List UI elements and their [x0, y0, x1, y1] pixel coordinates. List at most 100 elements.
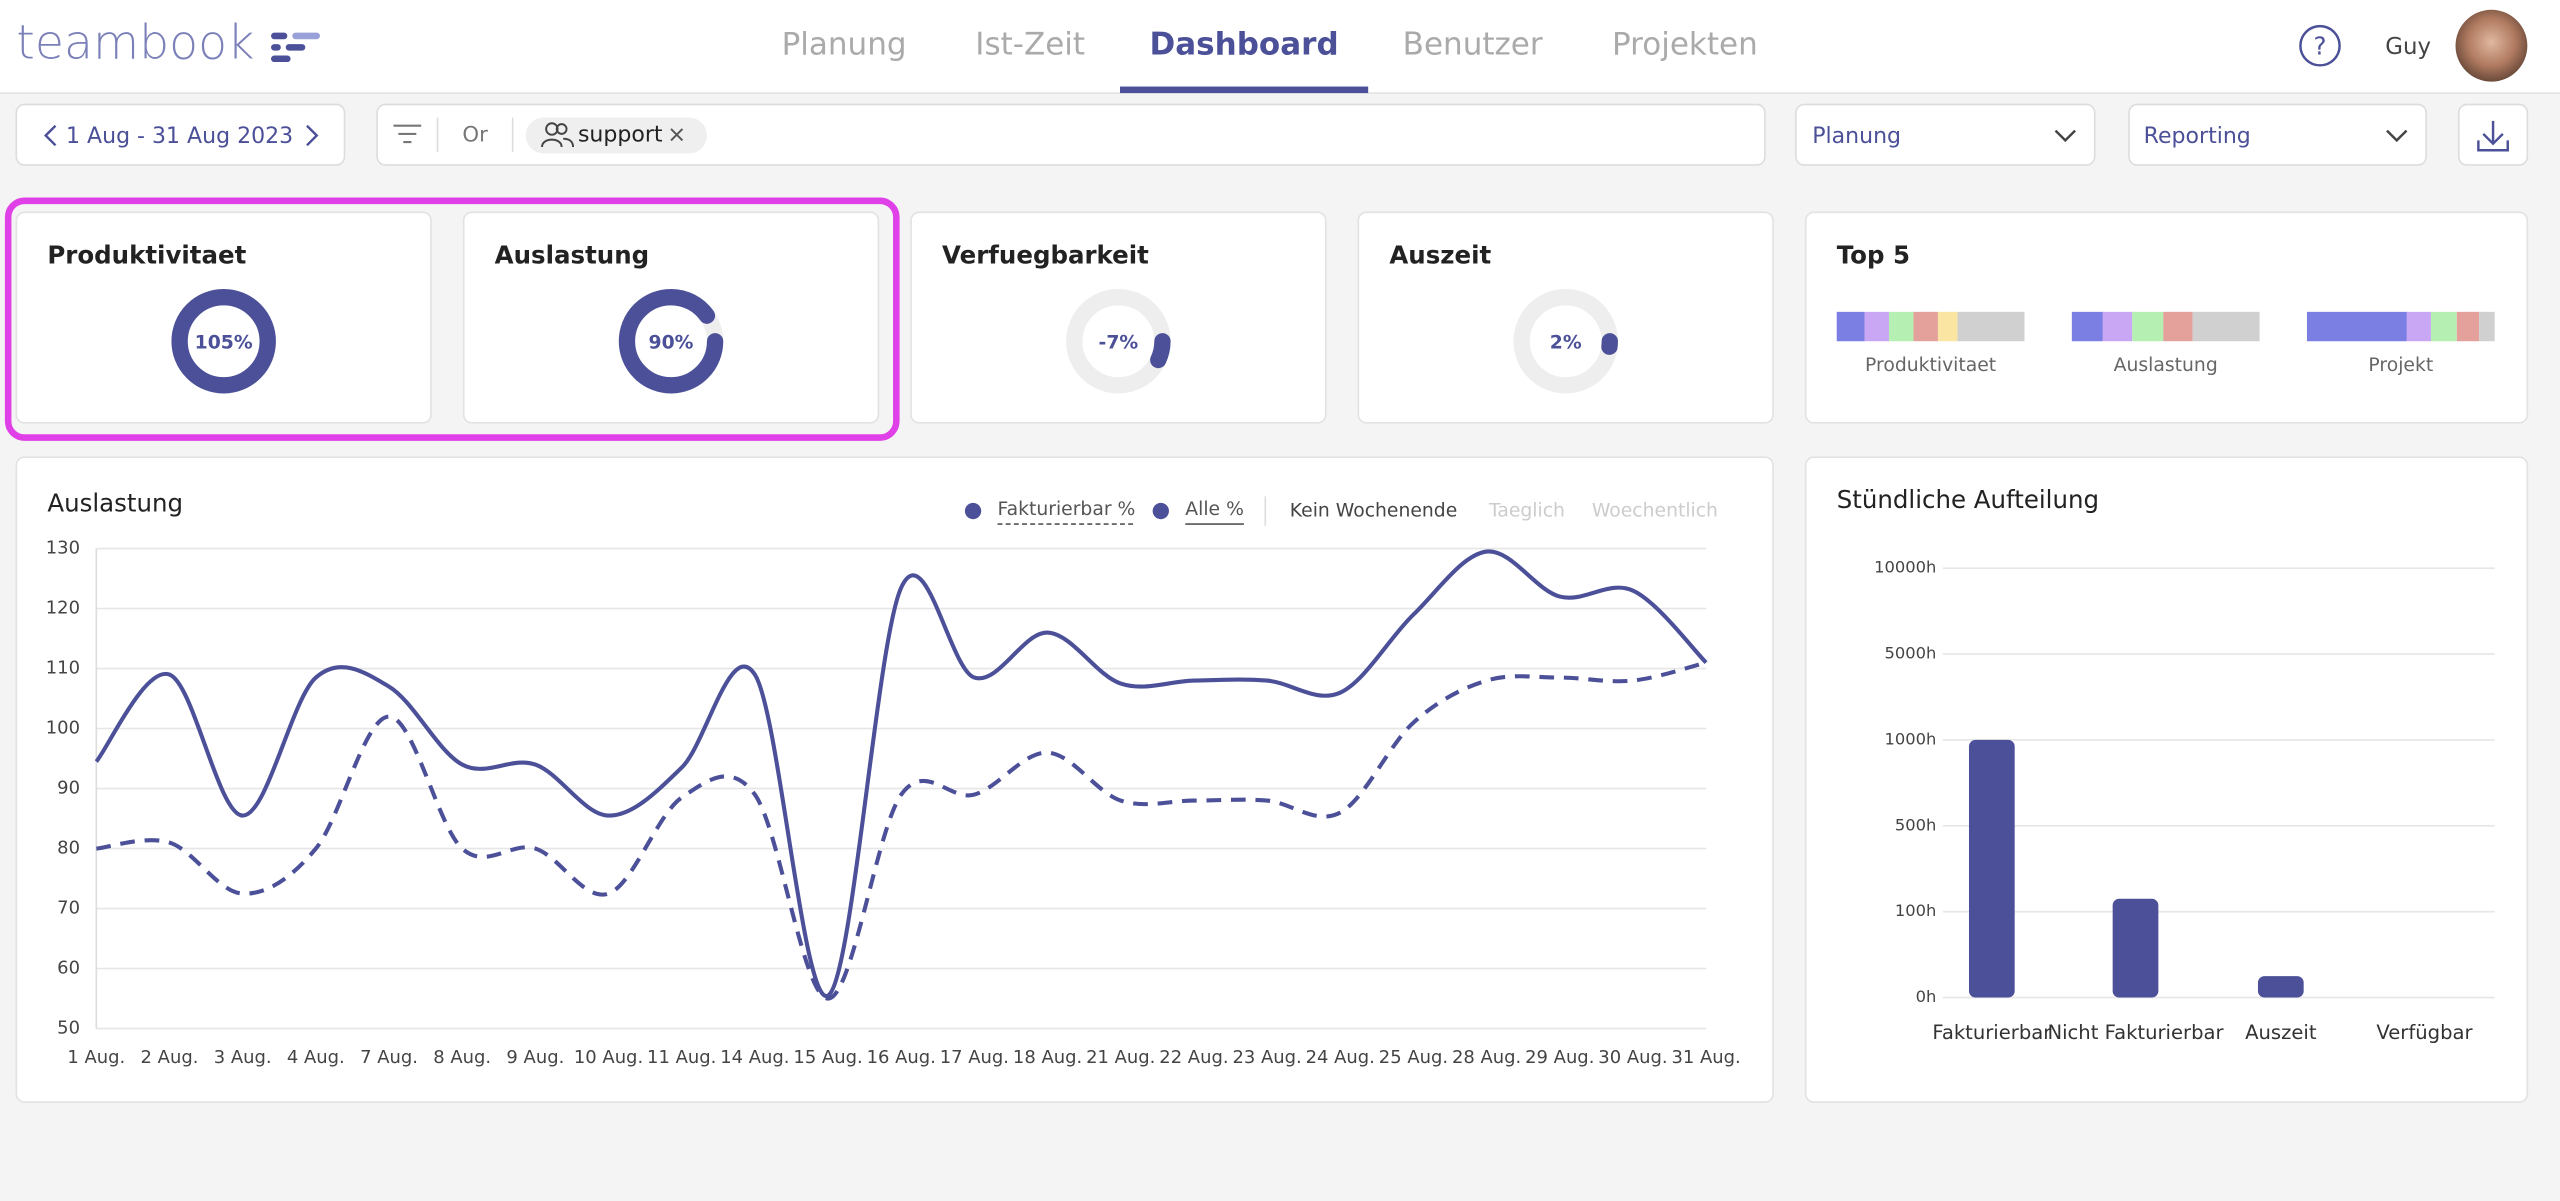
- top5-segment: [2192, 311, 2260, 342]
- top5-bars: Produktivitaet Auslastung Projekt: [1836, 311, 2495, 376]
- header-bar: [0, 0, 2560, 94]
- logo[interactable]: teambook: [16, 16, 254, 71]
- top5-segment: [1836, 311, 1865, 342]
- report-select-label: Reporting: [2144, 124, 2251, 149]
- download-button[interactable]: [2457, 103, 2529, 166]
- y-tick-label: 110: [46, 658, 80, 679]
- x-tick-label: Auszeit: [2245, 1021, 2317, 1044]
- top5-segment: [2071, 311, 2103, 342]
- x-tick-label: 1 Aug.: [67, 1047, 125, 1068]
- x-tick-label: Nicht Fakturierbar: [2047, 1021, 2224, 1044]
- x-tick-label: 25 Aug.: [1379, 1047, 1448, 1068]
- y-tick-label: 70: [57, 898, 80, 919]
- filter-icon: [393, 124, 422, 144]
- y-tick-label: 60: [57, 958, 80, 979]
- view-option[interactable]: Woechentlich: [1592, 501, 1718, 522]
- y-tick-label: 500h: [1895, 815, 1936, 834]
- nav-active-indicator: [1120, 86, 1369, 94]
- logo-icon: [271, 32, 320, 63]
- top5-segment: [1864, 311, 1889, 342]
- top5-segment: [1913, 311, 1938, 342]
- donut-arc: [1513, 288, 1618, 394]
- avatar[interactable]: [2455, 9, 2528, 82]
- highlight-box: [4, 197, 900, 441]
- top5-segment: [2163, 311, 2193, 342]
- top5-segment: [1888, 311, 1914, 342]
- nav-item[interactable]: Ist-Zeit: [975, 27, 1085, 63]
- x-tick-label: 10 Aug.: [574, 1047, 643, 1068]
- help-button[interactable]: ?: [2299, 24, 2341, 67]
- filter-chip[interactable]: [525, 117, 707, 154]
- x-tick-label: 9 Aug.: [506, 1047, 564, 1068]
- chip-remove[interactable]: [670, 128, 684, 142]
- x-tick-label: 21 Aug.: [1086, 1047, 1155, 1068]
- x-tick-label: 18 Aug.: [1013, 1047, 1082, 1068]
- line-chart-card: [15, 456, 1774, 1103]
- date-picker[interactable]: 1 Aug - 31 Aug 2023: [15, 103, 346, 166]
- x-tick-label: 3 Aug.: [214, 1047, 272, 1068]
- kpi-card: [15, 211, 432, 424]
- top5-segment: [2479, 311, 2495, 342]
- kpi-card: [910, 211, 1327, 424]
- kpi-value: 2%: [1550, 332, 1582, 353]
- nav-item[interactable]: Benutzer: [1403, 27, 1543, 63]
- donut-arc: [618, 288, 724, 394]
- top5-segment: [2430, 311, 2457, 342]
- y-tick-label: 5000h: [1884, 644, 1936, 663]
- kpi-title: Produktivitaet: [47, 240, 246, 269]
- view-select-label: Planung: [1812, 124, 1901, 149]
- donut-arc: [1066, 288, 1171, 394]
- legend-marker[interactable]: [1152, 502, 1169, 520]
- x-tick-label: Fakturierbar: [1932, 1021, 2052, 1044]
- report-select[interactable]: Reporting: [2128, 103, 2427, 166]
- kpi-value: 90%: [649, 332, 694, 353]
- nav-item[interactable]: Planung: [782, 27, 907, 63]
- bar: [2257, 976, 2304, 998]
- kpi-title: Auszeit: [1389, 240, 1491, 269]
- legend-label[interactable]: Fakturierbar %: [998, 499, 1136, 520]
- bar-chart-card: [1804, 456, 2529, 1103]
- donut-arc: [171, 288, 276, 394]
- y-tick-label: 80: [57, 838, 80, 859]
- filter-mode[interactable]: Or: [462, 123, 488, 148]
- y-tick-label: 120: [46, 598, 80, 619]
- x-tick-label: 17 Aug.: [940, 1047, 1009, 1068]
- view-option[interactable]: Kein Wochenende: [1290, 501, 1457, 522]
- top5-label: Auslastung: [2114, 355, 2218, 376]
- date-range: 1 Aug - 31 Aug 2023: [66, 124, 293, 149]
- view-select[interactable]: Planung: [1795, 103, 2096, 166]
- y-tick-label: 100h: [1895, 901, 1936, 920]
- kpi-title: Auslastung: [495, 240, 649, 269]
- top5-segment: [2102, 311, 2133, 342]
- top5-segment: [2406, 311, 2431, 342]
- bar: [1968, 739, 2015, 998]
- nav-item[interactable]: Projekten: [1612, 27, 1758, 63]
- chart-title: Auslastung: [47, 489, 183, 518]
- x-tick-label: 4 Aug.: [287, 1047, 345, 1068]
- series-line: [94, 549, 1708, 998]
- x-tick-label: 29 Aug.: [1525, 1047, 1594, 1068]
- legend-marker[interactable]: [964, 502, 982, 520]
- x-tick-label: 22 Aug.: [1159, 1047, 1228, 1068]
- view-option[interactable]: Taeglich: [1488, 501, 1565, 522]
- nav: Planung Ist-Zeit Dashboard Benutzer Projekte…: [782, 27, 1758, 94]
- top5-label: Projekt: [2368, 355, 2433, 376]
- filter-bar[interactable]: Or support: [376, 103, 1766, 166]
- bar-chart: Stündliche Aufteilung 0h 100h 500h 1000h 5000…: [1837, 485, 2495, 1044]
- top5-segment: [2132, 311, 2164, 342]
- kpi-card: [1357, 211, 1774, 424]
- top5-segment: [2306, 311, 2407, 342]
- kpi-value: 105%: [195, 332, 253, 353]
- user-name[interactable]: Guy: [2385, 34, 2431, 60]
- x-tick-label: 2 Aug.: [141, 1047, 199, 1068]
- x-tick-label: 11 Aug.: [647, 1047, 716, 1068]
- filter-tag: support: [578, 123, 663, 148]
- bar: [2112, 898, 2159, 998]
- legend-label[interactable]: Alle %: [1185, 499, 1244, 520]
- top5-segment: [2456, 311, 2480, 342]
- svg-text:?: ?: [2314, 31, 2327, 60]
- nav-item[interactable]: Dashboard: [1150, 27, 1339, 63]
- x-tick-label: 15 Aug.: [793, 1047, 862, 1068]
- series-line: [96, 660, 1707, 1001]
